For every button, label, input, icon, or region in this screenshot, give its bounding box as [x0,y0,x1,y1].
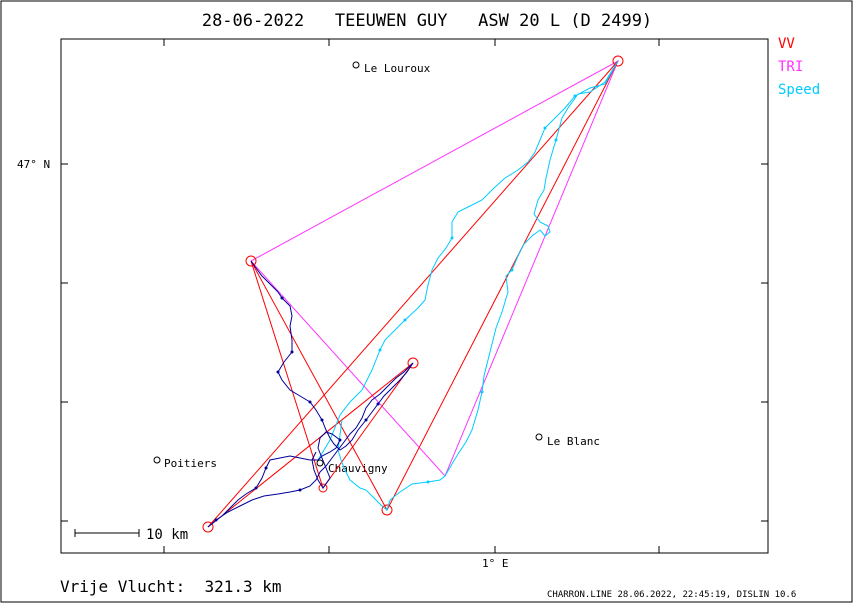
town-le-blanc: Le Blanc [535,433,600,448]
vv-task-line [207,60,619,528]
latitude-label: 47° N [17,158,50,171]
turnpoints [202,55,624,533]
trace-fixes [214,296,380,522]
flight-trace-line [207,260,414,528]
speed-fixes [378,94,577,484]
town-label: Poitiers [164,457,217,470]
plot-frame [60,38,769,554]
town-label: Le Blanc [547,435,600,448]
scale-bar: 10 km [74,527,188,543]
axis-ticks [61,39,768,553]
turnpoint-marker [318,483,328,493]
legend-tri: TRI [778,59,803,75]
turnpoint-marker [612,55,624,67]
town-poitiers: Poitiers [153,456,217,470]
scale-label: 10 km [146,527,188,543]
flight-distance: Vrije Vlucht: 321.3 km [60,577,282,596]
credit-line: CHARRON.LINE 28.06.2022, 22:45:19, DISLI… [547,590,796,600]
turnpoint-marker [202,521,214,533]
longitude-label: 1° E [482,557,509,570]
town-label: Le Louroux [364,62,431,75]
town-le-louroux: Le Louroux [352,61,431,75]
map-title: 28-06-2022 TEEUWEN GUY ASW 20 L (D 2499) [202,11,652,31]
speed-track-line [317,60,619,511]
turnpoint-marker [245,255,257,267]
turnpoint-marker [407,357,419,369]
turnpoint-marker [381,504,393,516]
legend-speed: Speed [778,82,820,98]
legend-vv: VV [778,36,795,52]
